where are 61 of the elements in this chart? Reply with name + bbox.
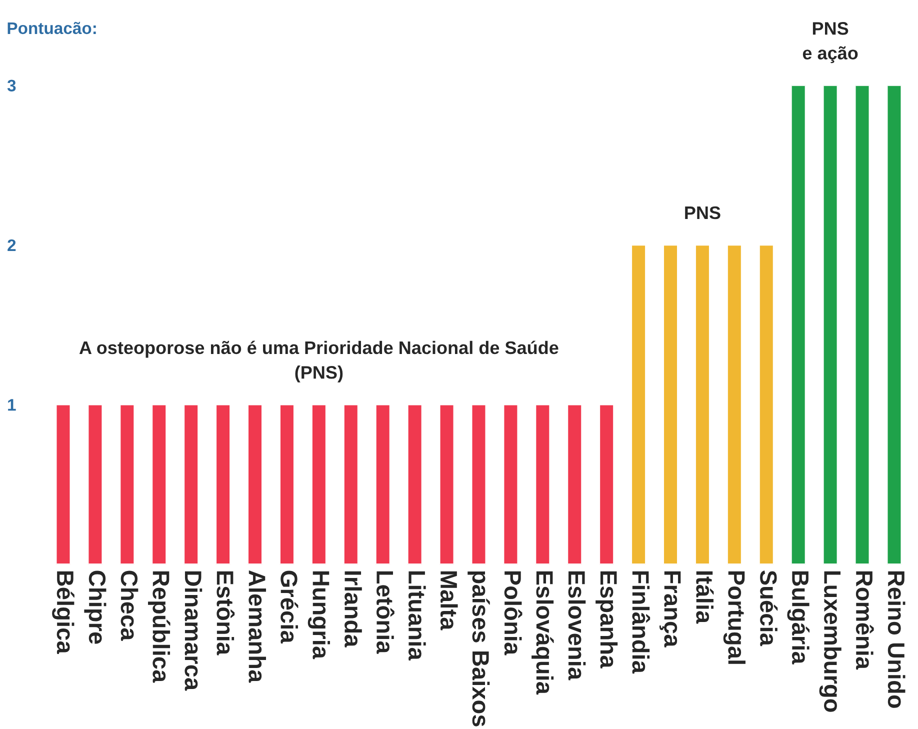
x-tick-label: Malta: [440, 571, 458, 630]
x-tick-label: Luxemburgo: [819, 571, 842, 712]
y-tick-label: 1: [8, 399, 16, 411]
bar: [694, 244, 710, 564]
bar: [758, 244, 774, 564]
x-tick-label: Estônia: [216, 571, 235, 656]
annotation: A osteoporose não é uma Prioridade Nacional de Saúde (PNS): [79, 340, 558, 382]
x-tick-label: Reino Unido: [888, 571, 906, 708]
bar: [822, 85, 838, 564]
bar: [406, 404, 423, 564]
bar: [374, 404, 391, 564]
bar: [854, 85, 870, 564]
x-tick-label: Lituania: [408, 571, 426, 660]
bar: [279, 404, 295, 564]
bar: [119, 404, 136, 564]
x-tick-label: República: [148, 571, 170, 683]
bar: [598, 404, 614, 564]
bar: [566, 404, 583, 564]
x-tick-label: Finlândia: [632, 571, 650, 674]
annotation: PNS: [685, 206, 720, 220]
x-tick-label: Irlanda: [344, 571, 362, 648]
x-tick-label: Chipre: [84, 570, 106, 644]
bar: [151, 404, 168, 564]
bar: [534, 404, 551, 564]
x-tick-label: França: [660, 571, 681, 648]
bar: [183, 404, 199, 564]
x-tick-label: Polônia: [504, 571, 522, 656]
bar: [215, 404, 231, 564]
x-tick-label: Eslovenia: [568, 571, 586, 680]
bar: [343, 404, 359, 564]
x-tick-label: Eslováquia: [532, 571, 554, 695]
bar: [55, 404, 72, 564]
bar: [311, 404, 327, 564]
x-tick-label: Romênia: [856, 571, 874, 670]
x-tick-label: Espanha: [596, 571, 618, 668]
annotation: PNS e ação: [802, 22, 858, 64]
bar: [502, 404, 519, 564]
y-axis-title: Pontuacão:: [8, 22, 96, 34]
x-tick-label: países Baixos: [468, 571, 490, 726]
bar: [247, 404, 263, 564]
x-tick-label: Checa: [120, 570, 138, 641]
bar: [726, 244, 742, 564]
x-tick-label: Bélgica: [52, 571, 74, 654]
bar: [438, 404, 455, 564]
x-tick-label: Dinamarca: [184, 571, 202, 691]
y-tick-label: 2: [8, 239, 16, 251]
x-tick-label: Grécia: [280, 570, 298, 644]
bar: [662, 244, 678, 564]
bar: [87, 404, 104, 564]
bar: [886, 85, 902, 564]
x-tick-label: Portugal: [723, 571, 746, 664]
x-tick-label: Letônia: [376, 571, 394, 654]
x-tick-label: Bulgária: [787, 571, 810, 664]
bar: [790, 85, 806, 564]
x-tick-label: Itália: [696, 571, 714, 624]
x-tick-label: Hungria: [308, 571, 330, 660]
y-tick-label: 3: [7, 80, 16, 92]
bar: [470, 404, 487, 564]
x-tick-label: Suécia: [760, 570, 778, 646]
x-tick-label: Alemanha: [248, 570, 266, 683]
bar: [630, 244, 646, 564]
